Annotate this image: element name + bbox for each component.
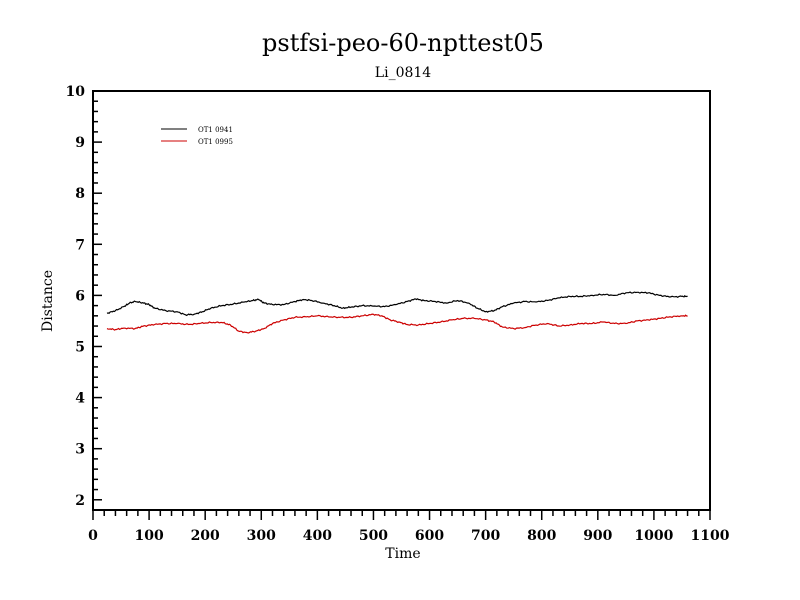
y-tick-label: 5 <box>75 339 85 355</box>
y-tick-label: 6 <box>75 288 85 304</box>
x-tick-label: 600 <box>415 528 444 544</box>
series-line-1 <box>106 291 688 317</box>
legend-label: OT1 0995 <box>198 138 233 146</box>
x-tick-label: 800 <box>527 528 556 544</box>
y-axis-ticks: 2 3 4 5 6 7 8 9 10 <box>66 84 102 511</box>
legend-label: OT1 0941 <box>198 126 233 134</box>
chart-subtitle: Li_0814 <box>375 65 431 81</box>
x-tick-label: 1100 <box>691 528 730 544</box>
x-tick-label: 400 <box>303 528 332 544</box>
y-tick-label: 4 <box>75 391 85 407</box>
x-tick-label: 1000 <box>634 528 673 544</box>
y-axis-label: Distance <box>40 270 56 332</box>
y-tick-label: 2 <box>75 493 85 509</box>
series-line-2 <box>106 313 688 334</box>
x-tick-label: 100 <box>134 528 163 544</box>
y-tick-label: 10 <box>66 84 86 100</box>
x-tick-label: 900 <box>583 528 612 544</box>
x-axis-label: Time <box>385 546 420 562</box>
y-tick-label: 8 <box>75 186 85 202</box>
y-tick-label: 9 <box>75 135 85 151</box>
y-tick-label: 3 <box>75 442 85 458</box>
plot-frame <box>92 90 711 511</box>
legend: OT1 0941 OT1 0995 <box>161 126 233 146</box>
x-tick-label: 300 <box>247 528 276 544</box>
plot-area: 2 3 4 5 6 7 8 9 10 0 100 200 300 400 500 600 700 800 900 1… <box>66 84 730 544</box>
chart-title: pstfsi-peo-60-npttest05 <box>262 29 544 57</box>
y-tick-label: 7 <box>75 237 85 253</box>
x-tick-label: 700 <box>471 528 500 544</box>
x-tick-label: 200 <box>191 528 220 544</box>
x-tick-label: 500 <box>359 528 388 544</box>
x-axis-ticks: 0 100 200 300 400 500 600 700 800 900 1000 1100 <box>88 510 730 544</box>
series-lines <box>106 291 688 334</box>
x-tick-label: 0 <box>88 528 98 544</box>
